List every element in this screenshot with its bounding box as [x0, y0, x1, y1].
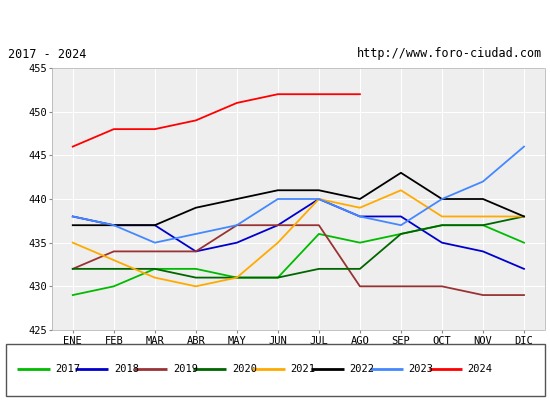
FancyBboxPatch shape [6, 344, 544, 396]
Text: 2019: 2019 [173, 364, 198, 374]
Text: Evolucion num de emigrantes en Dúrcal: Evolucion num de emigrantes en Dúrcal [113, 13, 437, 29]
Text: http://www.foro-ciudad.com: http://www.foro-ciudad.com [356, 48, 542, 60]
Text: 2022: 2022 [350, 364, 375, 374]
Text: 2024: 2024 [468, 364, 492, 374]
Text: 2021: 2021 [291, 364, 316, 374]
Text: 2017: 2017 [55, 364, 80, 374]
Text: 2018: 2018 [114, 364, 139, 374]
Text: 2023: 2023 [409, 364, 433, 374]
Text: 2020: 2020 [232, 364, 257, 374]
Text: 2017 - 2024: 2017 - 2024 [8, 48, 87, 60]
